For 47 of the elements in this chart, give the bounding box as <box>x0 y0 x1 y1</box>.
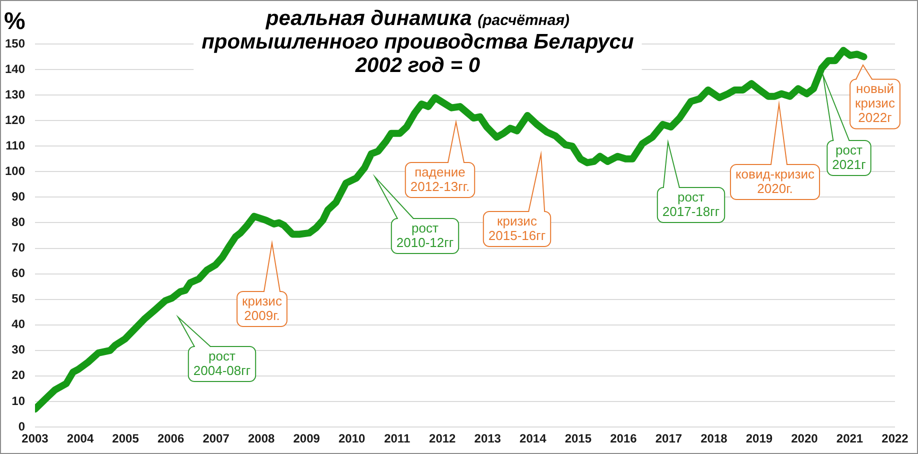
x-tick-label: 2012 <box>429 432 456 446</box>
annotation: рост 2010-12гг <box>396 220 454 250</box>
x-tick-label: 2015 <box>564 432 592 446</box>
y-tick-label: 70 <box>12 240 26 255</box>
x-tick-label: 2006 <box>157 432 184 446</box>
annotation: кризис 2009г. <box>242 293 282 323</box>
y-tick-label: 60 <box>12 266 26 280</box>
annotation: рост 2004-08гг <box>193 348 251 378</box>
x-tick-label: 2008 <box>248 432 275 446</box>
x-tick-label: 2022 <box>882 432 909 446</box>
y-tick-label: 100 <box>4 164 26 178</box>
annotation: падение 2012-13гг. <box>410 164 470 194</box>
y-tick-label: 30 <box>12 342 26 357</box>
y-tick-label: 0 <box>18 419 26 434</box>
y-tick-label: 110 <box>6 138 26 152</box>
y-tick-label: 20 <box>12 368 26 382</box>
annotation: рост 2017-18гг <box>662 189 720 219</box>
x-tick-label: 2009 <box>293 432 320 446</box>
x-tick-label: 2021 <box>836 432 864 446</box>
y-tick-label: 130 <box>4 87 26 102</box>
x-tick-label: 2017 <box>655 432 682 446</box>
y-tick-label: 50 <box>12 292 26 306</box>
y-tick-label: 90 <box>12 190 26 204</box>
x-tick-label: 2013 <box>474 432 502 446</box>
x-tick-label: 2016 <box>610 432 638 446</box>
y-tick-label: 150 <box>4 36 26 50</box>
y-axis-title: % <box>4 8 26 35</box>
x-tick-label: 2011 <box>384 432 410 446</box>
x-tick-label: 2005 <box>112 432 140 446</box>
x-tick-label: 2018 <box>700 432 728 446</box>
x-tick-label: 2014 <box>520 432 547 446</box>
x-tick-label: 2004 <box>66 432 94 446</box>
x-tick-label: 2010 <box>338 432 366 446</box>
y-tick-label: 80 <box>12 215 26 230</box>
annotation: ковид-кризис 2020г. <box>735 166 816 196</box>
annotation: рост 2021г <box>832 142 866 172</box>
x-tick-label: 2019 <box>746 432 773 446</box>
y-tick-label: 140 <box>4 62 26 76</box>
x-tick-label: 2003 <box>22 432 49 446</box>
annotation: кризис 2015-16гг <box>488 213 546 243</box>
y-tick-label: 10 <box>12 394 26 408</box>
y-tick-label: 40 <box>12 317 26 332</box>
chart-title: реальная динамика (расчётная) промышленного проиводства Беларуси 2002 год = 0 <box>202 7 634 77</box>
x-tick-label: 2020 <box>791 432 818 446</box>
annotation: новый кризис 2022г <box>855 81 896 126</box>
x-tick-label: 2007 <box>202 432 230 446</box>
y-tick-label: 120 <box>4 112 26 127</box>
